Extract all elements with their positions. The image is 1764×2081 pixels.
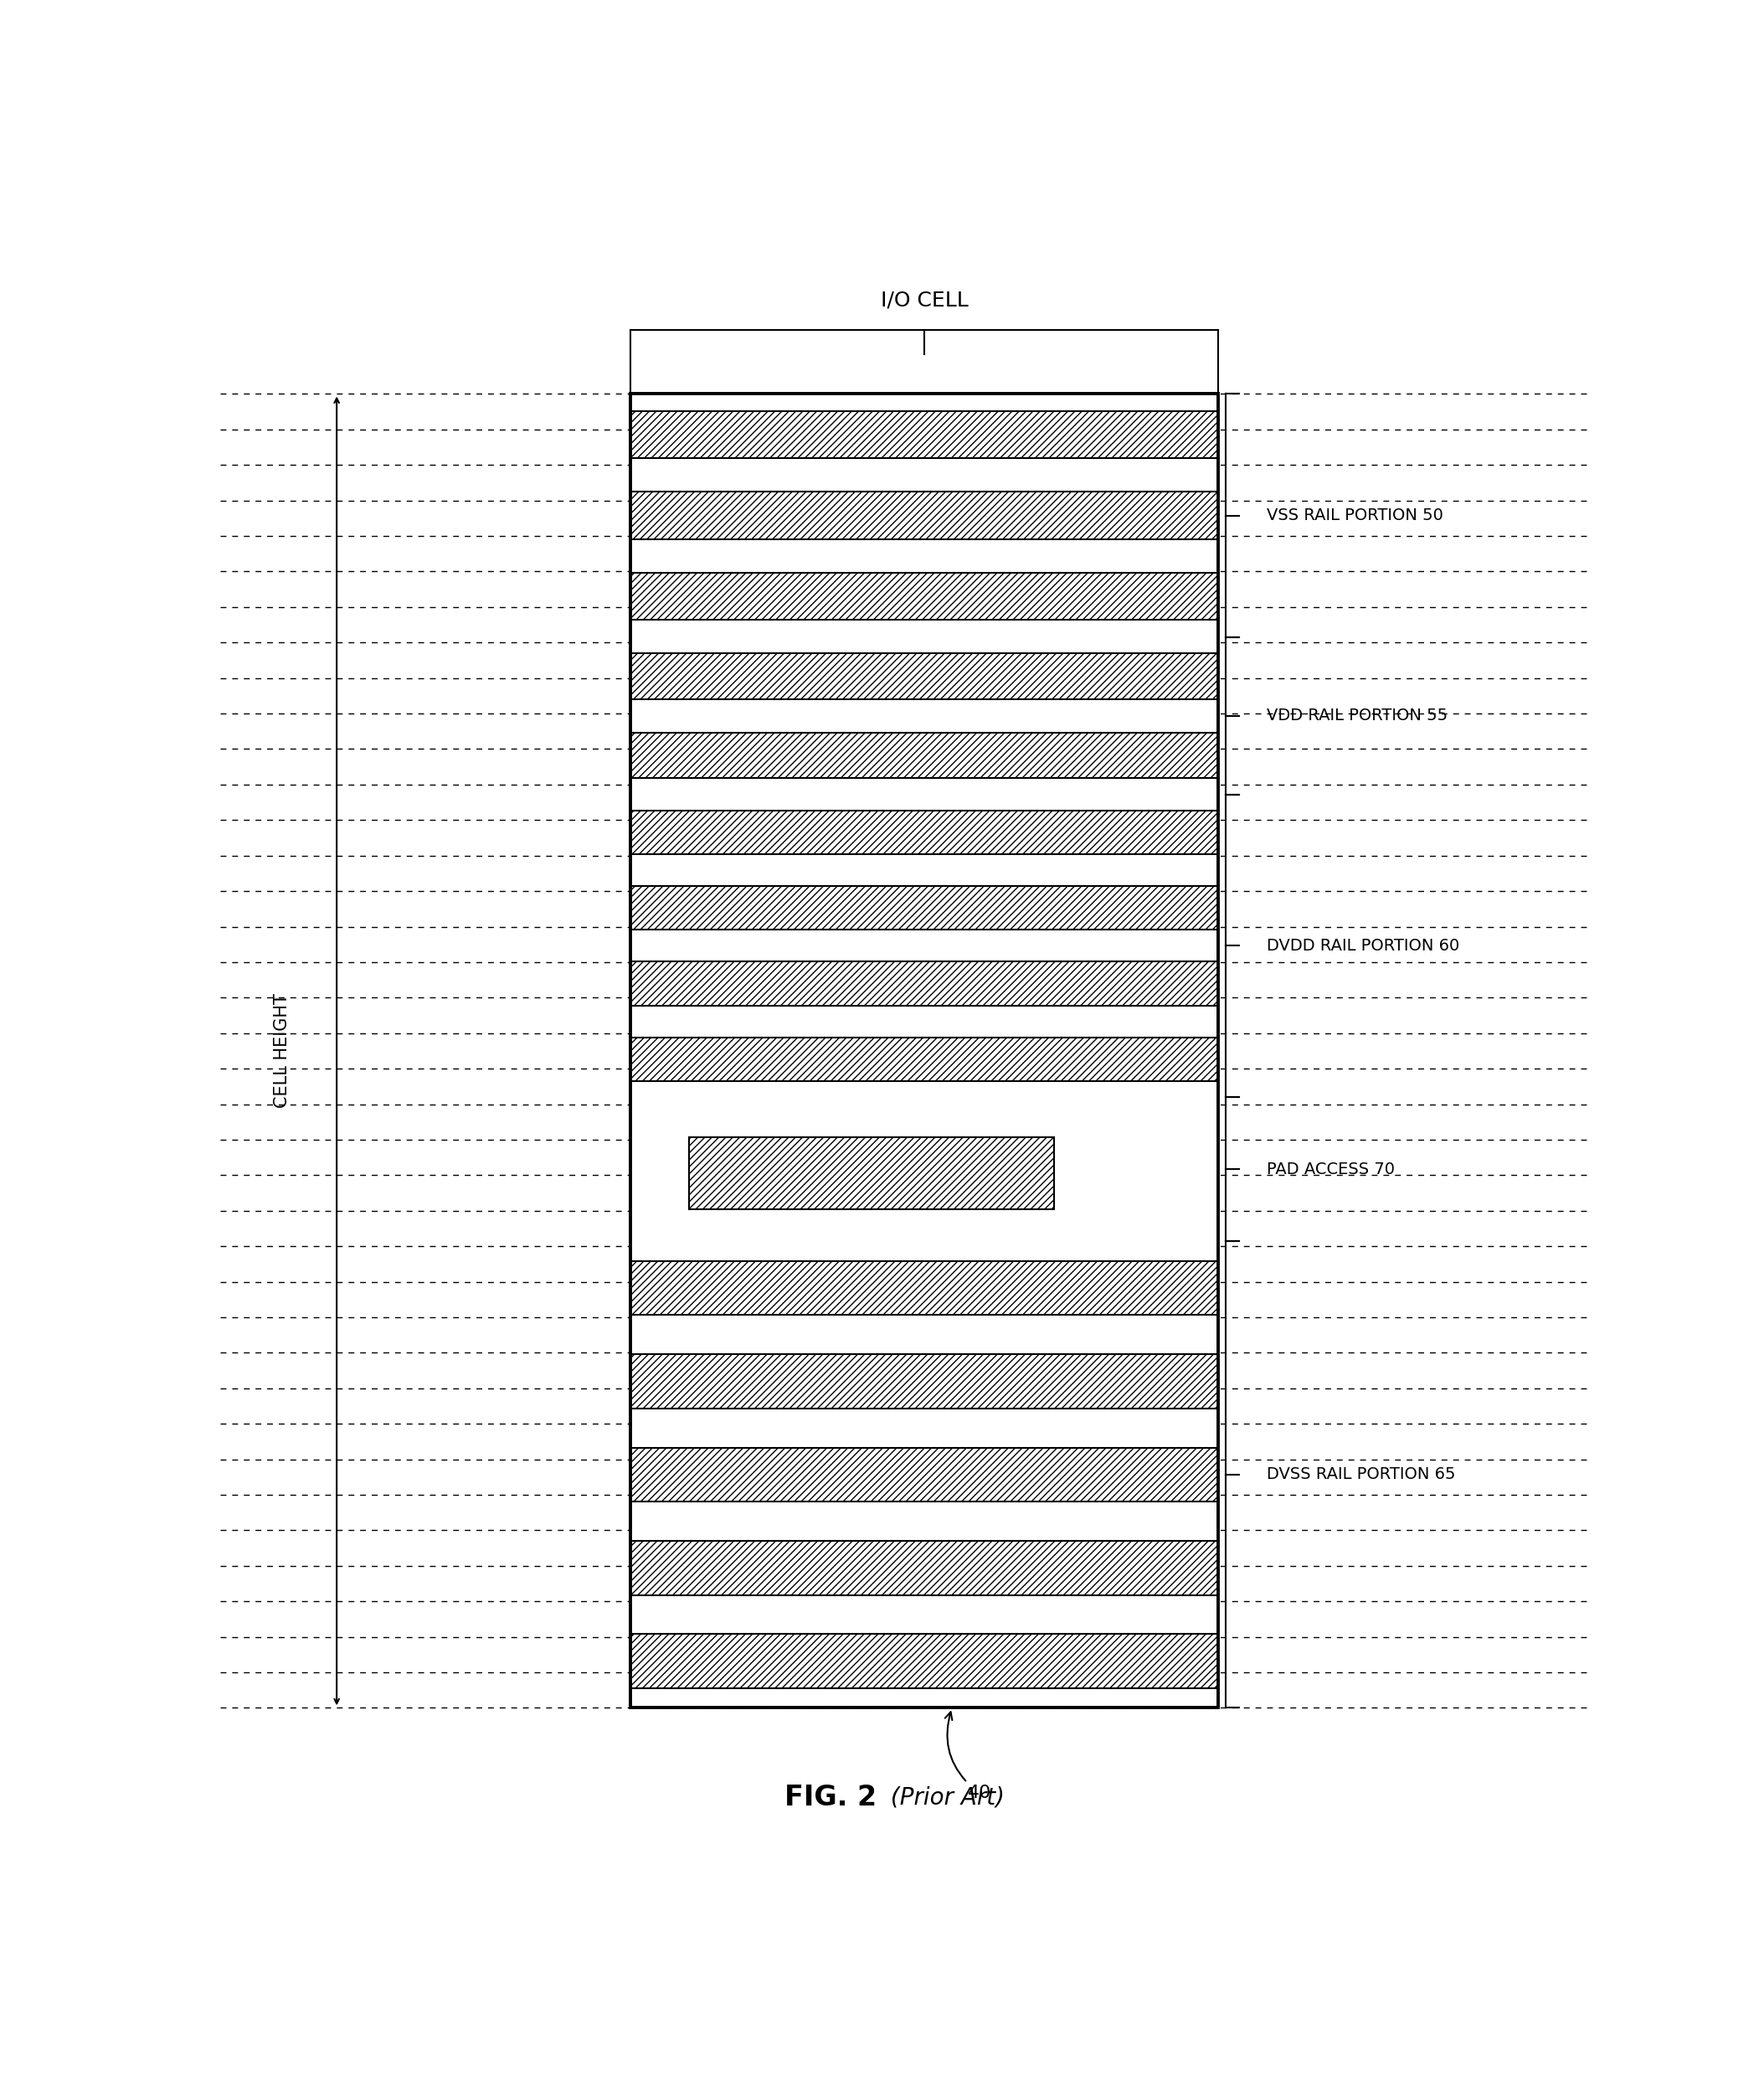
- Text: VDD RAIL PORTION 55: VDD RAIL PORTION 55: [1267, 708, 1446, 724]
- Bar: [632, 410, 1219, 458]
- Text: FIG. 2: FIG. 2: [785, 1783, 877, 1810]
- Bar: [632, 653, 1219, 699]
- Bar: [632, 1634, 1219, 1688]
- Bar: [632, 1261, 1219, 1315]
- Text: (Prior Art): (Prior Art): [884, 1785, 1005, 1808]
- Text: DVDD RAIL PORTION 60: DVDD RAIL PORTION 60: [1267, 939, 1459, 953]
- Bar: [632, 572, 1219, 620]
- Bar: [632, 393, 1219, 1709]
- Text: PAD ACCESS 70: PAD ACCESS 70: [1267, 1161, 1394, 1178]
- Bar: [632, 1036, 1219, 1080]
- Text: I/O CELL: I/O CELL: [880, 291, 968, 310]
- Text: CELL HEIGHT: CELL HEIGHT: [273, 993, 291, 1109]
- Bar: [632, 961, 1219, 1005]
- Bar: [690, 1138, 1053, 1209]
- Bar: [632, 1355, 1219, 1409]
- Bar: [632, 733, 1219, 778]
- Bar: [632, 393, 1219, 1709]
- Bar: [632, 887, 1219, 930]
- Text: DVSS RAIL PORTION 65: DVSS RAIL PORTION 65: [1267, 1467, 1455, 1482]
- Bar: [632, 491, 1219, 539]
- Bar: [632, 812, 1219, 855]
- Text: 40: 40: [946, 1713, 991, 1802]
- Bar: [632, 1540, 1219, 1594]
- Bar: [632, 1448, 1219, 1502]
- Text: VSS RAIL PORTION 50: VSS RAIL PORTION 50: [1267, 508, 1443, 524]
